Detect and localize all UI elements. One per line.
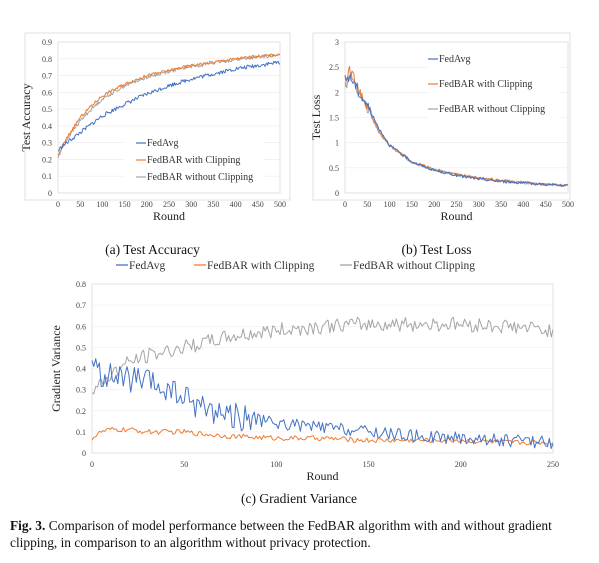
y-tick-label: 0 xyxy=(82,449,86,458)
y-tick-label: 0.4 xyxy=(76,365,86,374)
legend-entry: FedBAR with Clipping xyxy=(147,155,240,166)
x-axis-label: Round xyxy=(153,209,185,223)
chart-caption: (c) Gradient Variance xyxy=(241,491,357,506)
x-tick-label: 250 xyxy=(163,200,175,209)
x-tick-label: 350 xyxy=(207,200,219,209)
legend-entry: FedBAR without Clipping xyxy=(439,104,545,115)
figure-caption-text: Comparison of model performance between … xyxy=(10,518,552,550)
chart-frame xyxy=(312,32,571,201)
x-tick-label: 500 xyxy=(274,200,286,209)
x-tick-label: 300 xyxy=(185,200,197,209)
x-tick-label: 0 xyxy=(56,200,60,209)
chart-frame xyxy=(24,32,291,201)
y-tick-label: 0.6 xyxy=(76,322,86,331)
legend-box xyxy=(428,50,560,120)
x-tick-label: 200 xyxy=(455,460,467,469)
y-tick-label: 2.5 xyxy=(329,63,339,72)
legend: FedAvg FedBAR with Clipping FedBAR without… xyxy=(124,133,264,185)
series-line-fedavg xyxy=(91,358,554,449)
figure-svg: 00.10.20.30.40.50.60.70.80.90 50 100 150 200… xyxy=(19,32,574,506)
y-tick-label: 0.5 xyxy=(76,343,86,352)
y-tick-label: 3 xyxy=(335,38,339,47)
series-line-fedbar-without-clipping xyxy=(91,316,554,395)
series-line-fedavg xyxy=(58,60,281,152)
x-tick-label: 150 xyxy=(119,200,131,209)
x-tick-label: 400 xyxy=(230,200,242,209)
y-tick-label: 0.8 xyxy=(76,280,86,289)
legend-entry: FedBAR with Clipping xyxy=(439,79,532,90)
x-tick-label: 200 xyxy=(428,200,440,209)
chart-caption: (b) Test Loss xyxy=(401,242,471,257)
y-tick-label: 1 xyxy=(335,139,339,148)
y-axis-label: Test Loss xyxy=(309,94,323,140)
legend-entry: FedAvg xyxy=(129,260,165,272)
y-tick-label: 0.4 xyxy=(42,122,52,131)
x-tick-label: 350 xyxy=(495,200,507,209)
x-tick-label: 150 xyxy=(406,200,418,209)
y-tick-label: 2 xyxy=(335,88,339,97)
x-tick-label: 100 xyxy=(270,460,282,469)
y-tick-label: 0.5 xyxy=(329,164,339,173)
legend-entry: FedBAR without Clipping xyxy=(147,172,253,183)
legend: FedAvg FedBAR with Clipping FedBAR without… xyxy=(116,260,475,272)
chart-caption: (a) Test Accuracy xyxy=(105,242,200,257)
chart-b: 0 0.5 1 1.5 2 2.5 3 0 50 100 150 200 250 300 350 400 450… xyxy=(309,32,574,257)
y-tick-label: 0 xyxy=(48,189,52,198)
x-tick-label: 200 xyxy=(141,200,153,209)
legend-box xyxy=(124,133,264,185)
y-tick-label: 0.9 xyxy=(42,38,52,47)
y-tick-label: 0.7 xyxy=(76,301,86,310)
y-tick-label: 0.2 xyxy=(42,155,52,164)
legend-entry: FedBAR with Clipping xyxy=(207,260,315,272)
y-tick-label: 0.2 xyxy=(76,407,86,416)
y-tick-label: 0.5 xyxy=(42,105,52,114)
x-tick-label: 100 xyxy=(96,200,108,209)
figure-caption-label: Fig. 3. xyxy=(10,518,46,533)
x-tick-label: 450 xyxy=(252,200,264,209)
y-axis-label: Test Accuracy xyxy=(19,83,33,151)
x-tick-label: 50 xyxy=(363,200,371,209)
y-tick-label: 0.3 xyxy=(76,386,86,395)
chart-a: 0 0.1 0.2 0.3 0.4 0.5 0.6 0.7 0.8 0.9 0 50 100 150 200… xyxy=(19,32,291,257)
x-axis-label: Round xyxy=(306,469,338,483)
chart-c: 0 0.1 0.2 0.3 0.4 0.5 0.6 0.7 0.8 0 50 100 150 200 250… xyxy=(49,260,559,506)
y-tick-label: 0.1 xyxy=(76,428,86,437)
y-tick-label: 0.8 xyxy=(42,55,52,64)
x-tick-label: 0 xyxy=(343,200,347,209)
x-tick-label: 150 xyxy=(363,460,375,469)
x-tick-label: 50 xyxy=(180,460,188,469)
plot-area-border xyxy=(57,41,281,194)
x-tick-label: 50 xyxy=(76,200,84,209)
x-axis-label: Round xyxy=(440,209,472,223)
series-line-fedavg xyxy=(344,73,569,187)
y-tick-label: 0.3 xyxy=(42,139,52,148)
x-tick-label: 0 xyxy=(90,460,94,469)
x-tick-label: 250 xyxy=(547,460,559,469)
x-tick-label: 250 xyxy=(451,200,463,209)
legend-entry: FedAvg xyxy=(439,54,470,65)
y-tick-label: 1.5 xyxy=(329,114,339,123)
y-tick-label: 0 xyxy=(335,189,339,198)
legend-entry: FedBAR without Clipping xyxy=(353,260,475,272)
series-line-fedbar-with-clipping xyxy=(91,426,554,446)
y-tick-label: 0.7 xyxy=(42,72,52,81)
x-tick-label: 500 xyxy=(562,200,574,209)
y-axis-label: Gradient Variance xyxy=(49,325,63,412)
x-tick-label: 400 xyxy=(517,200,529,209)
figure-caption: Fig. 3. Comparison of model performance … xyxy=(10,517,592,551)
x-tick-label: 100 xyxy=(384,200,396,209)
y-tick-label: 0.1 xyxy=(42,172,52,181)
legend: FedAvg FedBAR with Clipping FedBAR without… xyxy=(428,50,560,120)
y-tick-label: 0.6 xyxy=(42,88,52,97)
x-tick-label: 450 xyxy=(540,200,552,209)
series-line-fedbar-with-clipping xyxy=(57,53,281,156)
legend-entry: FedAvg xyxy=(147,138,178,149)
x-tick-label: 300 xyxy=(473,200,485,209)
